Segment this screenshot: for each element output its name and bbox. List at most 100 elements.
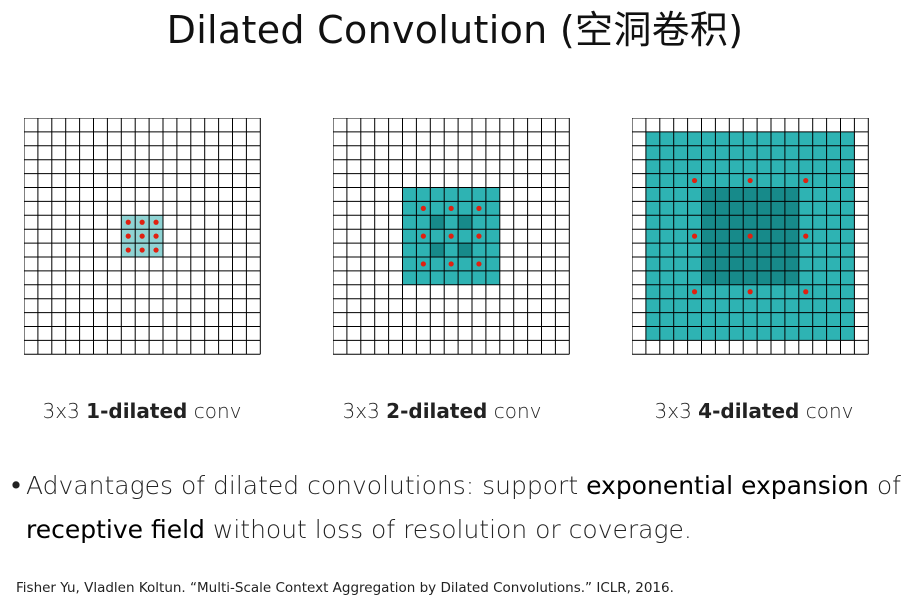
receptive-field-cell [715,270,730,285]
receptive-field-cell [701,257,716,271]
receptive-field-cell [701,201,716,216]
receptive-field-cell [757,284,771,299]
receptive-field-cell [757,159,771,174]
receptive-field-cell [729,312,744,327]
receptive-field-cell [771,215,785,230]
receptive-field-cell [430,201,445,216]
receptive-field-cell [729,298,744,313]
receptive-field-cell [840,229,855,244]
receptive-field-cell [416,270,431,285]
receptive-field-cell [645,326,660,341]
receptive-field-cell [485,257,500,271]
kernel-tap-dot [153,247,159,253]
receptive-field-cell [402,229,417,244]
receptive-field-cell [729,243,744,257]
receptive-field-cell [673,270,688,285]
receptive-field-cell [659,145,674,160]
kernel-tap-dot [747,289,753,295]
receptive-field-cell [659,215,674,230]
receptive-field-cell [430,257,445,271]
receptive-field-cell [743,187,758,202]
receptive-field-cell [743,201,758,216]
receptive-field-cell [701,270,716,285]
receptive-field-cell [771,326,785,341]
receptive-field-cell [784,201,799,216]
receptive-field-cell [701,298,716,313]
grid-lines [632,118,869,355]
receptive-field-cell [402,243,417,257]
receptive-field-cell [645,201,660,216]
receptive-field-cell [771,131,785,146]
receptive-field-cell [729,159,744,174]
kernel-tap-dot [691,233,698,239]
receptive-field-cell [673,145,688,160]
kernel-tap-dot [139,219,145,225]
receptive-field-cell [687,270,702,285]
receptive-field-cell [729,270,744,285]
receptive-field-cell [784,298,799,313]
kernel-tap-dot [448,233,454,239]
receptive-field-cell [715,131,730,146]
receptive-field-cell [701,173,716,188]
receptive-field-cell [798,243,813,257]
kernel-tap-dot [448,205,454,211]
receptive-field-cell [757,145,771,160]
receptive-field-cell [458,201,472,216]
receptive-field-cell [840,173,855,188]
receptive-field-cell [771,257,785,271]
receptive-field-cell [715,243,730,257]
receptive-field-cell [812,243,827,257]
receptive-field-cell [840,284,855,299]
receptive-field-cell [771,312,785,327]
receptive-field-cell [673,326,688,341]
kernel-tap-dot [125,219,131,225]
receptive-field-cell [402,257,417,271]
receptive-field-cell [771,145,785,160]
receptive-field-cell [798,270,813,285]
highlight-exponential-expansion: exponential expansion [586,471,869,500]
receptive-field-cell [826,187,841,202]
receptive-field-cell [402,215,417,230]
receptive-field-cell [798,131,813,146]
receptive-field-cell [743,326,758,341]
receptive-field-cell [771,173,785,188]
receptive-field-cell [771,284,785,299]
receptive-field-cell [673,298,688,313]
receptive-field-cell [458,243,472,257]
receptive-field-cell [701,145,716,160]
receptive-field-cell [673,229,688,244]
receptive-field-cell [673,173,688,188]
receptive-field-cell [659,187,674,202]
receptive-field-cell [659,257,674,271]
receptive-field-cell [659,284,674,299]
receptive-field-cell [798,215,813,230]
receptive-field-cell [771,298,785,313]
receptive-field-cell [840,257,855,271]
receptive-field-cell [812,201,827,216]
receptive-field-cell [673,131,688,146]
caption-1-dilated: 3x3 1-dilated conv [42,399,242,423]
receptive-field-cell [458,257,472,271]
receptive-field-cell [757,187,771,202]
receptive-field-cell [826,145,841,160]
receptive-field-cell [472,215,486,230]
receptive-field-cell [826,312,841,327]
receptive-field-cell [701,284,716,299]
receptive-field-cell [840,270,855,285]
receptive-field-cell [458,229,472,244]
receptive-field-cell [472,187,486,202]
kernel-tap-dot [803,233,809,239]
receptive-field-cell [687,187,702,202]
receptive-field-cell [840,145,855,160]
receptive-field-cell [687,215,702,230]
receptive-field-cell [659,131,674,146]
receptive-field-cell [701,326,716,341]
receptive-field-cell [771,159,785,174]
dilation-1-grid [24,118,261,355]
receptive-field-cell [645,215,660,230]
kernel-tap-dot [803,177,809,184]
receptive-field-cell [687,298,702,313]
receptive-field-cell [757,312,771,327]
kernel-tap-dot [803,289,809,295]
receptive-field-cell [757,229,771,244]
